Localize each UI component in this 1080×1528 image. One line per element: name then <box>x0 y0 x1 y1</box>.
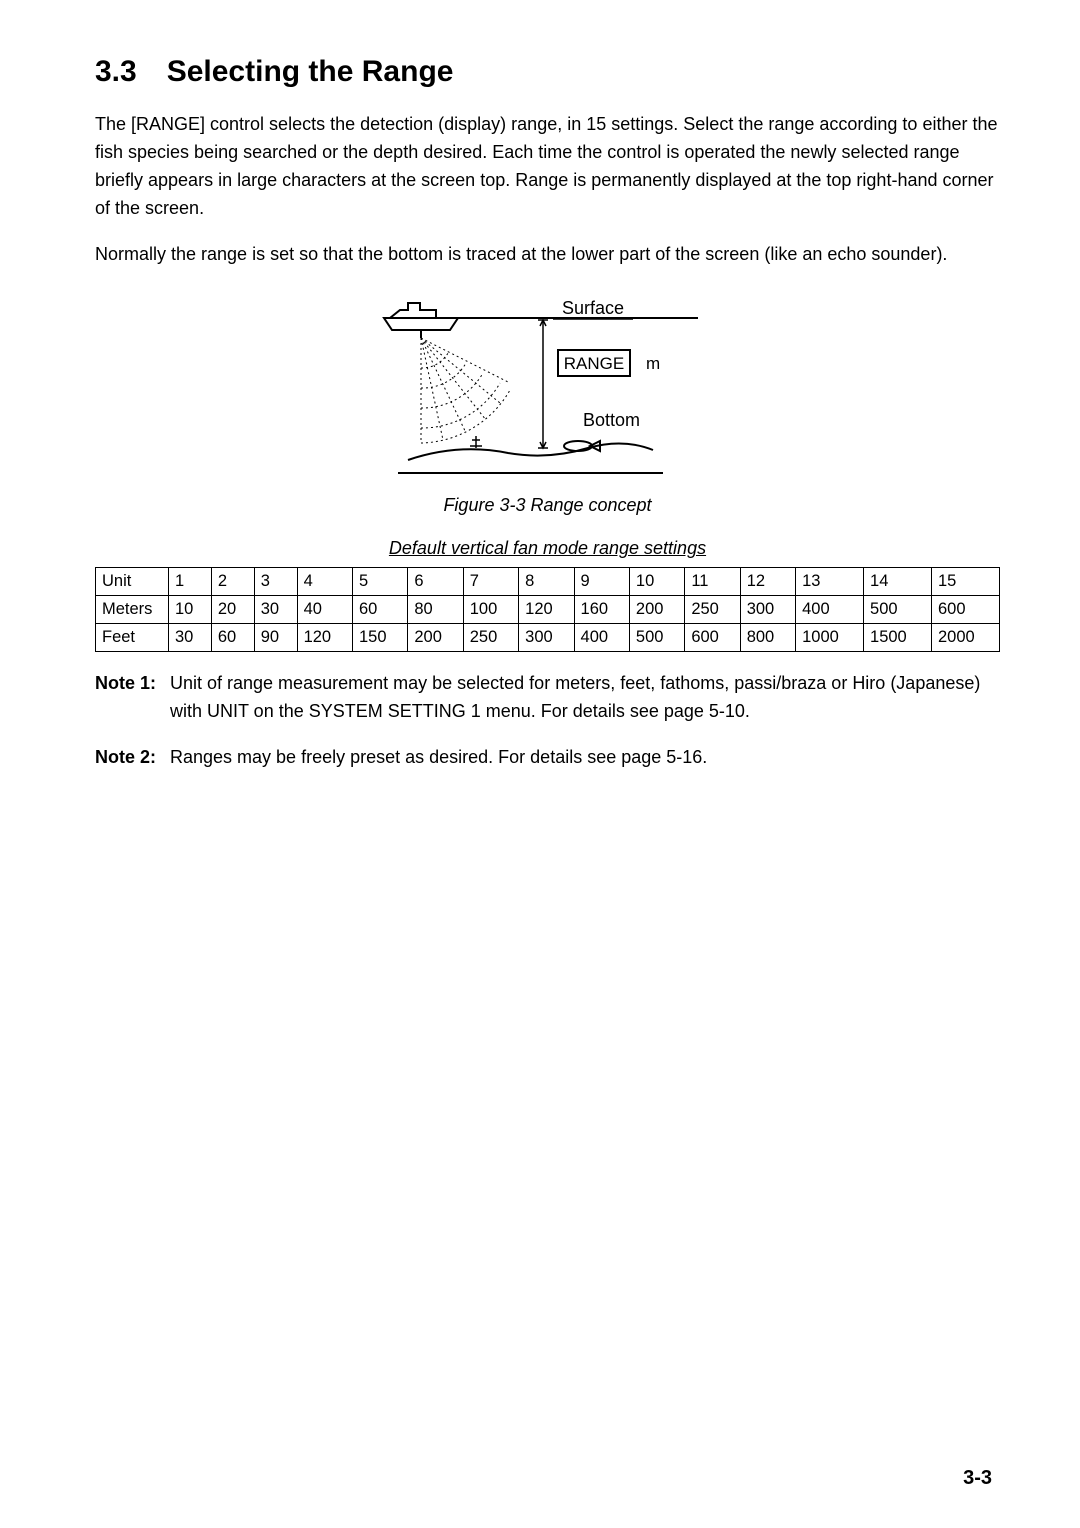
table-cell: 12 <box>740 568 795 596</box>
table-cell: Unit <box>96 568 169 596</box>
table-cell: 500 <box>864 596 932 624</box>
section-heading: 3.3 Selecting the Range <box>95 55 1000 89</box>
table-cell: 90 <box>254 624 297 652</box>
page: 3.3 Selecting the Range The [RANGE] contr… <box>0 0 1080 1528</box>
table-cell: 150 <box>352 624 407 652</box>
table-cell: 120 <box>519 596 574 624</box>
figure-caption: Figure 3-3 Range concept <box>443 495 651 516</box>
range-concept-diagram: Surface <box>378 298 718 483</box>
range-box-label: RANGE <box>563 354 623 373</box>
table-cell: 500 <box>629 624 684 652</box>
table-cell: 9 <box>574 568 629 596</box>
table-cell: 2000 <box>931 624 999 652</box>
table-cell: 80 <box>408 596 463 624</box>
table-cell: 800 <box>740 624 795 652</box>
table-cell: 15 <box>931 568 999 596</box>
range-table: Unit 1 2 3 4 5 6 7 8 9 10 11 12 13 14 15… <box>95 567 1000 652</box>
table-cell: 300 <box>740 596 795 624</box>
table-cell: 300 <box>519 624 574 652</box>
table-row: Feet 30 60 90 120 150 200 250 300 400 50… <box>96 624 1000 652</box>
table-cell: 14 <box>864 568 932 596</box>
table-cell: 250 <box>463 624 518 652</box>
note-2-text: Ranges may be freely preset as desired. … <box>170 744 1000 772</box>
table-cell: 100 <box>463 596 518 624</box>
table-cell: 6 <box>408 568 463 596</box>
table-cell: 2 <box>211 568 254 596</box>
table-cell: 60 <box>211 624 254 652</box>
table-cell: 8 <box>519 568 574 596</box>
range-unit-label: m <box>646 354 660 373</box>
note-1-label: Note 1: <box>95 670 170 726</box>
note-1-text: Unit of range measurement may be selecte… <box>170 670 1000 726</box>
surface-label: Surface <box>561 298 623 318</box>
table-cell: 60 <box>352 596 407 624</box>
section-title-text: Selecting the Range <box>167 55 454 88</box>
table-cell: 20 <box>211 596 254 624</box>
table-cell: 5 <box>352 568 407 596</box>
table-cell: Feet <box>96 624 169 652</box>
table-cell: 30 <box>169 624 212 652</box>
table-cell: 4 <box>297 568 352 596</box>
page-number: 3-3 <box>963 1467 992 1490</box>
table-cell: Meters <box>96 596 169 624</box>
table-cell: 600 <box>931 596 999 624</box>
note-2-label: Note 2: <box>95 744 170 772</box>
table-cell: 600 <box>685 624 740 652</box>
table-cell: 250 <box>685 596 740 624</box>
table-cell: 400 <box>574 624 629 652</box>
table-cell: 11 <box>685 568 740 596</box>
table-row: Unit 1 2 3 4 5 6 7 8 9 10 11 12 13 14 15 <box>96 568 1000 596</box>
table-cell: 400 <box>796 596 864 624</box>
table-row: Meters 10 20 30 40 60 80 100 120 160 200… <box>96 596 1000 624</box>
table-cell: 160 <box>574 596 629 624</box>
table-caption: Default vertical fan mode range settings <box>95 538 1000 559</box>
table-cell: 200 <box>629 596 684 624</box>
bottom-label: Bottom <box>583 410 640 430</box>
section-number: 3.3 <box>95 55 137 89</box>
table-cell: 10 <box>629 568 684 596</box>
table-cell: 120 <box>297 624 352 652</box>
table-cell: 10 <box>169 596 212 624</box>
note-1: Note 1: Unit of range measurement may be… <box>95 670 1000 726</box>
table-cell: 200 <box>408 624 463 652</box>
table-cell: 1500 <box>864 624 932 652</box>
table-cell: 13 <box>796 568 864 596</box>
note-2: Note 2: Ranges may be freely preset as d… <box>95 744 1000 772</box>
table-cell: 3 <box>254 568 297 596</box>
figure-range-concept: Surface <box>95 298 1000 516</box>
paragraph-1: The [RANGE] control selects the detectio… <box>95 111 1000 223</box>
table-cell: 1 <box>169 568 212 596</box>
table-cell: 7 <box>463 568 518 596</box>
table-cell: 1000 <box>796 624 864 652</box>
paragraph-2: Normally the range is set so that the bo… <box>95 241 1000 269</box>
table-cell: 40 <box>297 596 352 624</box>
table-cell: 30 <box>254 596 297 624</box>
